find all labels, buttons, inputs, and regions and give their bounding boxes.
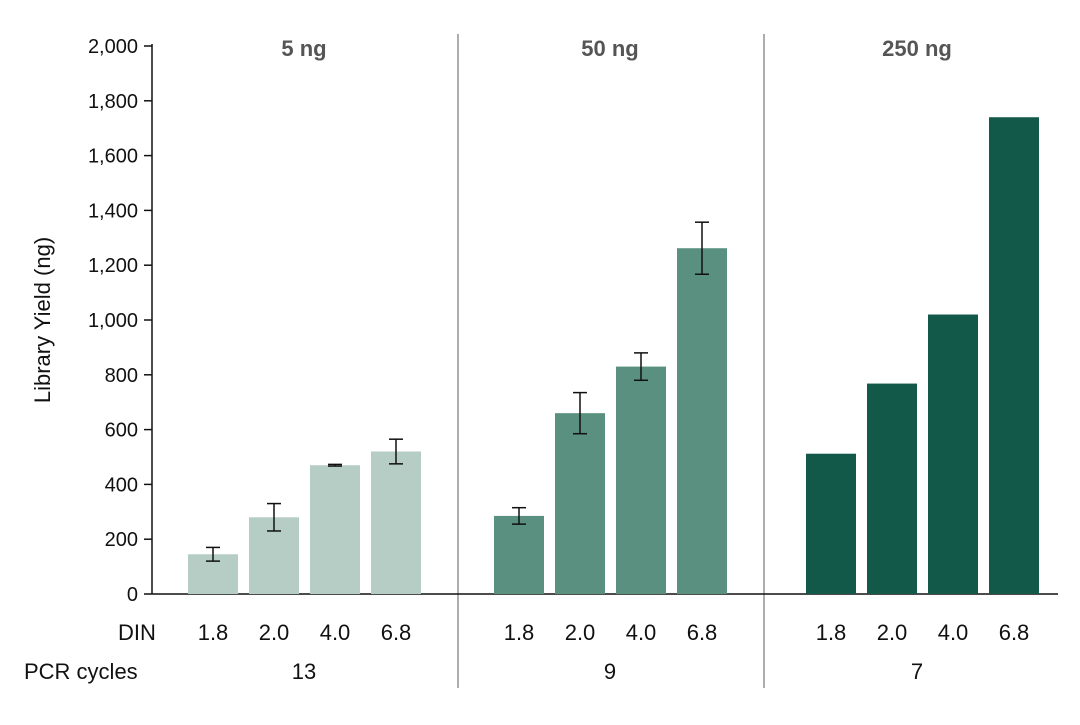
y-tick-label: 0 (127, 584, 138, 606)
pcr-cycles-value: 13 (292, 659, 316, 684)
din-category-label: 1.8 (816, 620, 847, 645)
bar (928, 314, 978, 594)
y-tick-label: 1,400 (88, 200, 138, 222)
din-category-label: 2.0 (877, 620, 908, 645)
din-category-label: 2.0 (565, 620, 596, 645)
y-tick-label: 400 (105, 474, 138, 496)
y-tick-label: 1,200 (88, 255, 138, 277)
bar (989, 117, 1039, 595)
din-category-label: 1.8 (504, 620, 535, 645)
din-category-label: 6.8 (687, 620, 718, 645)
group-title-2: 250 ng (882, 36, 952, 61)
y-tick-label: 1,800 (88, 91, 138, 113)
bar (677, 248, 727, 594)
din-category-label: 1.8 (198, 620, 229, 645)
group-title-1: 50 ng (581, 36, 638, 61)
y-tick-label: 800 (105, 365, 138, 387)
pcr-row-label: PCR cycles (24, 659, 138, 684)
din-category-label: 4.0 (320, 620, 351, 645)
y-tick-label: 1,600 (88, 146, 138, 168)
pcr-cycles-value: 9 (604, 659, 616, 684)
din-category-label: 6.8 (999, 620, 1030, 645)
bar (494, 515, 544, 594)
y-tick-label: 600 (105, 420, 138, 442)
bar (555, 413, 605, 594)
pcr-cycles-value: 7 (911, 659, 923, 684)
y-tick-label: 200 (105, 529, 138, 551)
y-axis-label: Library Yield (ng) (30, 237, 55, 403)
bar (371, 451, 421, 594)
bar (310, 465, 360, 594)
y-tick-label: 1,000 (88, 310, 138, 332)
din-category-label: 4.0 (626, 620, 657, 645)
din-category-label: 4.0 (938, 620, 969, 645)
din-row-label: DIN (118, 620, 156, 645)
din-category-label: 2.0 (259, 620, 290, 645)
bar (806, 453, 856, 594)
bar (616, 366, 666, 594)
group-title-0: 5 ng (281, 36, 326, 61)
din-category-label: 6.8 (381, 620, 412, 645)
y-tick-label: 2,000 (88, 36, 138, 58)
bar (867, 383, 917, 594)
